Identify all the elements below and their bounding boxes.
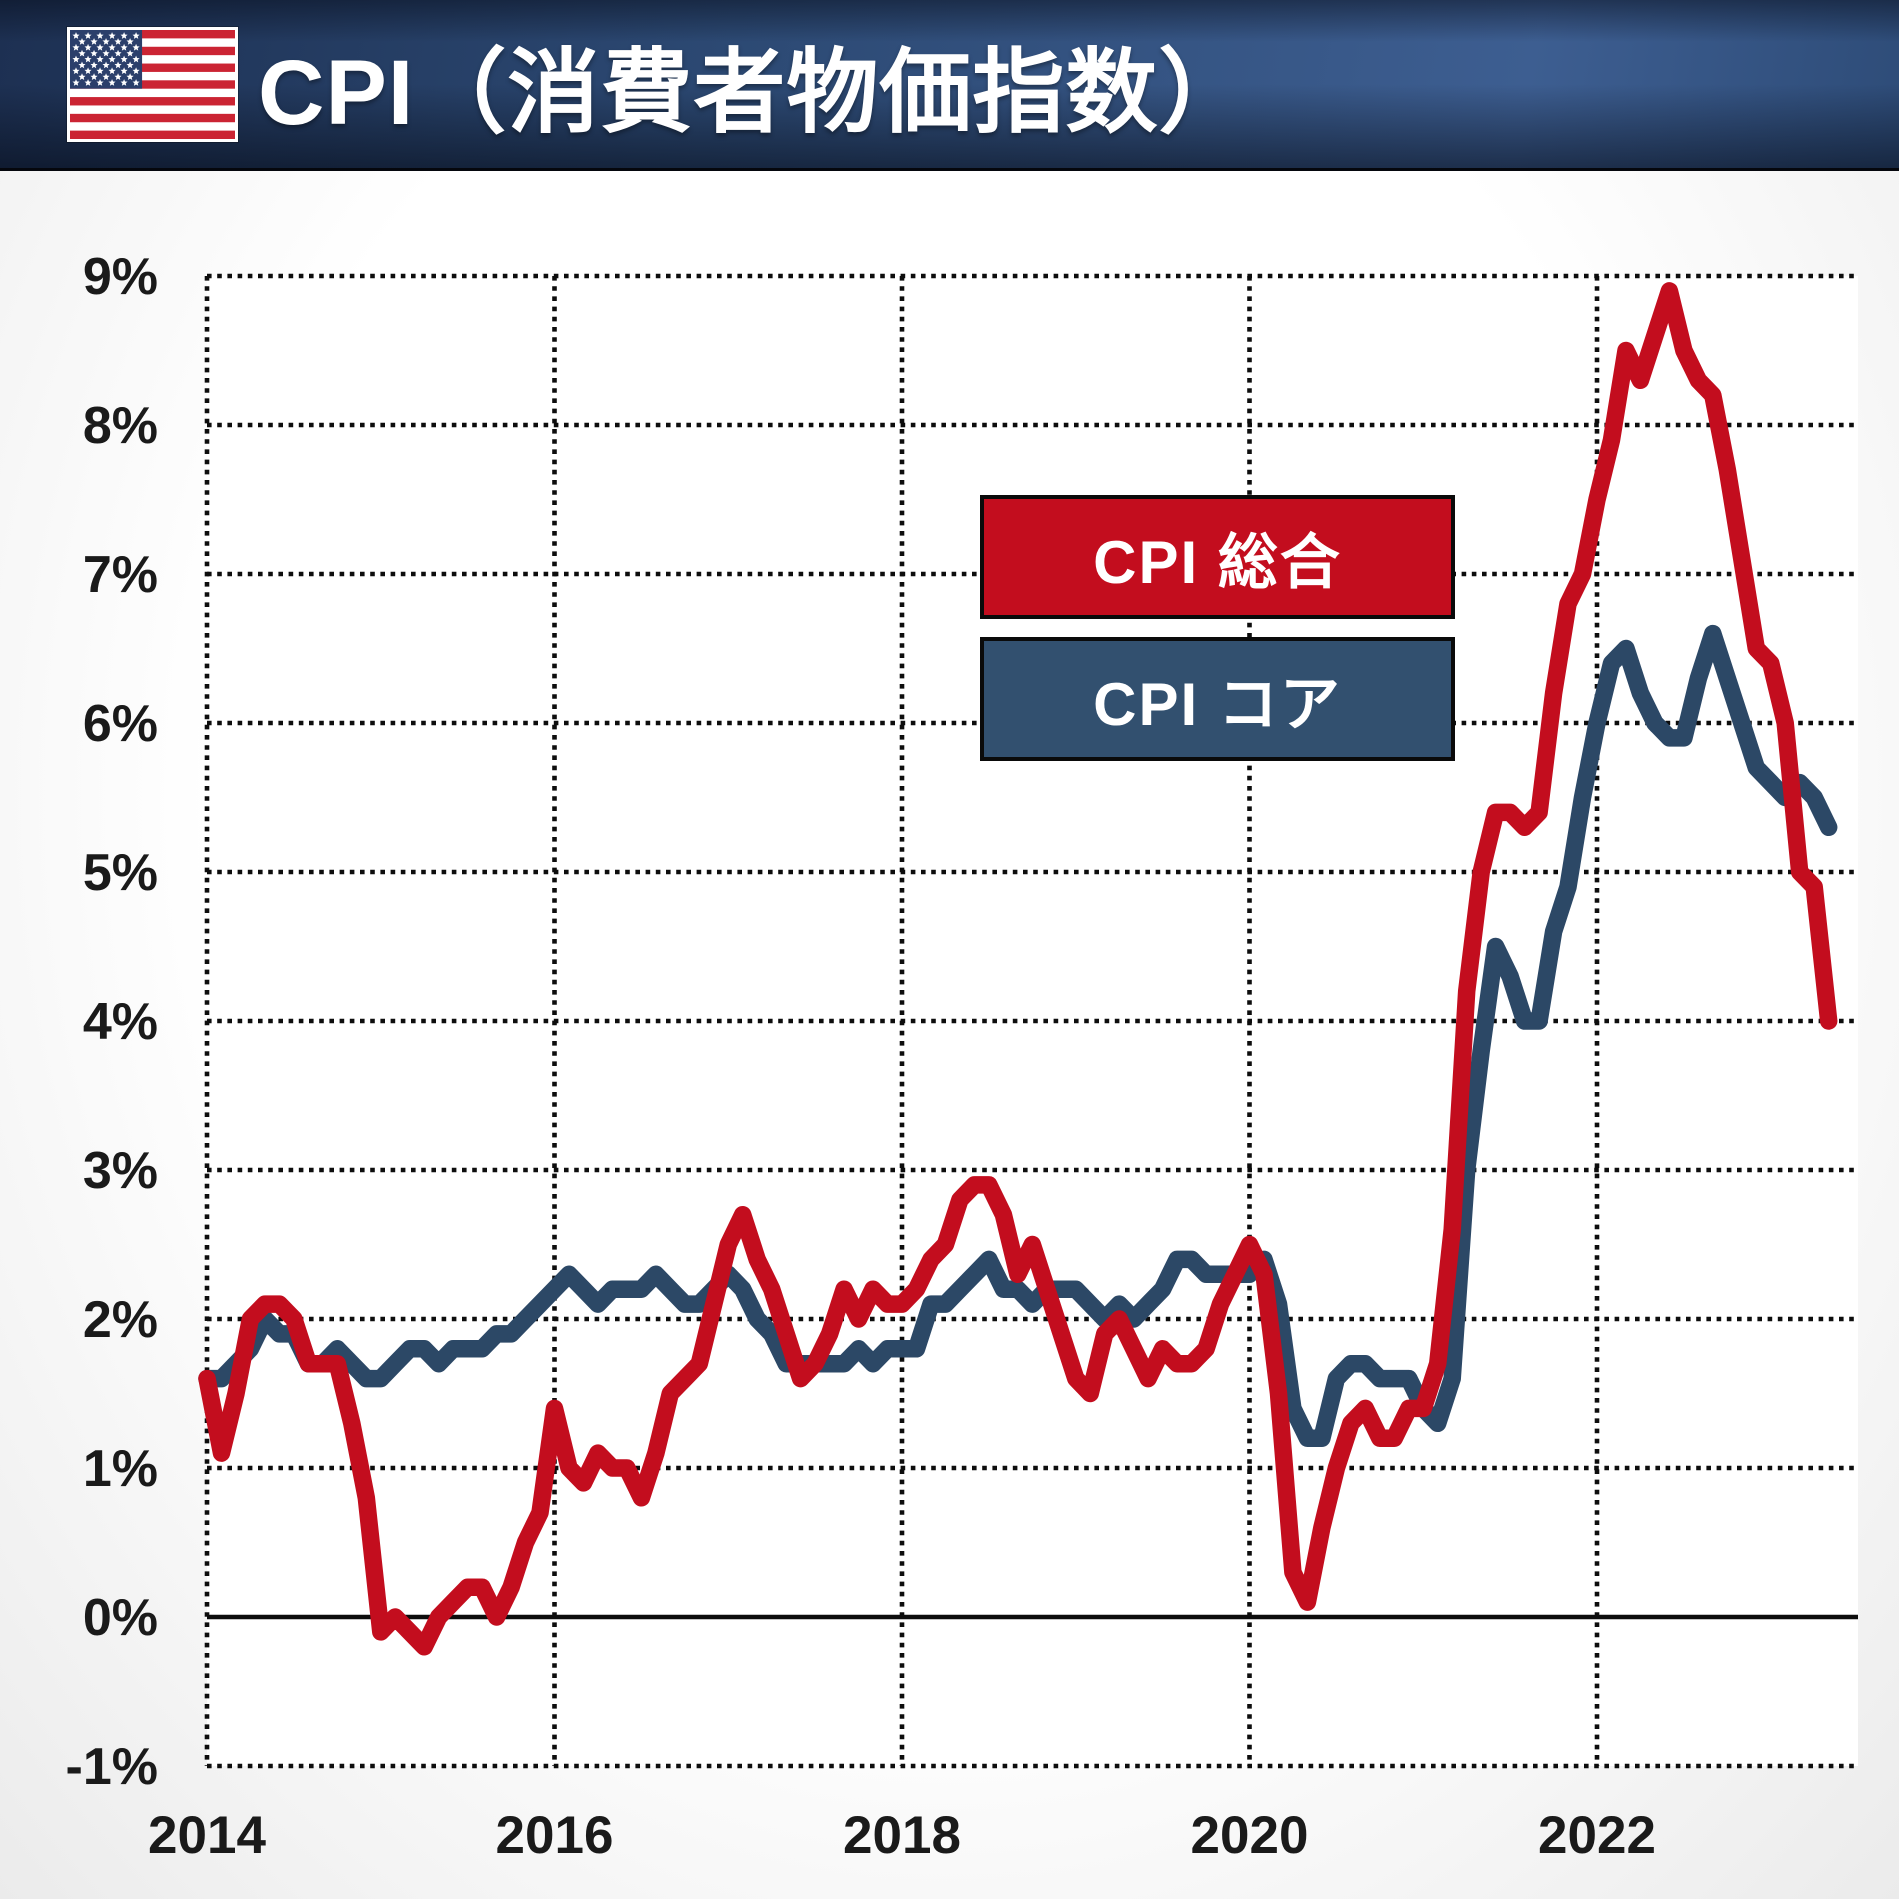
flag-star (102, 61, 110, 69)
flag-star (90, 38, 98, 45)
flag-star (126, 61, 134, 69)
flag-stripe (70, 63, 235, 73)
legend-item-cpi-core: CPI コア (980, 637, 1455, 761)
flag-star (78, 49, 86, 57)
y-tick-label: 4% (83, 993, 158, 1051)
flag-star (78, 73, 86, 80)
flag-star (108, 79, 116, 86)
flag-star (72, 79, 80, 86)
flag-star (72, 32, 80, 39)
flag-stripe (70, 130, 235, 139)
flag-star (126, 73, 134, 80)
flag-star (84, 43, 92, 51)
x-tick-label: 2014 (148, 1806, 266, 1865)
y-tick-label: 7% (83, 546, 158, 604)
flag-stripe (70, 113, 235, 123)
flag-star (96, 43, 104, 51)
cpi-core-line (198, 624, 1838, 1447)
flag-star (120, 67, 128, 75)
flag-star (126, 49, 134, 57)
flag-star (114, 73, 122, 80)
flag-star (120, 32, 128, 39)
flag-star (72, 43, 80, 51)
flag-star (114, 61, 122, 69)
flag-star (96, 79, 104, 86)
flag-star (84, 67, 92, 75)
flag-star (102, 38, 110, 45)
flag-stripe (70, 88, 235, 98)
flag-star (84, 55, 92, 63)
flag-star (90, 73, 98, 80)
y-tick-label: 0% (83, 1589, 158, 1647)
flag-star (102, 73, 110, 80)
flag-star (114, 38, 122, 45)
legend-label-cpi-core: CPI コア (1093, 670, 1342, 738)
y-tick-label: 6% (83, 695, 158, 753)
x-tick-label: 2016 (496, 1806, 614, 1865)
y-tick-label: -1% (66, 1738, 158, 1796)
flag-stripe (70, 97, 235, 106)
page-title: CPI（消費者物価指数） (258, 41, 1252, 144)
flag-stripe (70, 55, 235, 64)
flag-star (132, 32, 140, 39)
flag-star (114, 49, 122, 57)
flag-star (96, 55, 104, 63)
flag-star (84, 32, 92, 39)
y-tick-label: 9% (83, 248, 158, 306)
legend-item-cpi-headline: CPI 総合 (980, 495, 1455, 619)
flag-star (108, 32, 116, 39)
flag-star (78, 38, 86, 45)
x-tick-label: 2020 (1191, 1806, 1309, 1865)
flag-stripe (70, 80, 235, 90)
y-tick-label: 3% (83, 1142, 158, 1200)
flag-star (120, 79, 128, 86)
flag-star (72, 55, 80, 63)
flag-stripe (70, 122, 235, 131)
x-tick-label: 2022 (1538, 1806, 1656, 1865)
y-tick-label: 8% (83, 397, 158, 455)
header-bar: CPI（消費者物価指数） (0, 0, 1899, 171)
us-flag-svg (70, 30, 235, 139)
flag-stripe (70, 38, 235, 48)
flag-star (108, 67, 116, 75)
flag-stripe (70, 30, 235, 39)
flag-star (120, 43, 128, 51)
y-tick-label: 1% (83, 1440, 158, 1498)
flag-star (90, 61, 98, 69)
legend-label-cpi-headline: CPI 総合 (1093, 528, 1342, 596)
cpi-headline-line (198, 282, 1838, 1656)
flag-star (96, 67, 104, 75)
flag-star (78, 61, 86, 69)
flag-stripe (70, 71, 235, 81)
flag-star (84, 79, 92, 86)
y-tick-label: 5% (83, 844, 158, 902)
flag-star (132, 79, 140, 86)
flag-star (108, 55, 116, 63)
flag-star (120, 55, 128, 63)
flag-star (126, 38, 134, 45)
flag-star (132, 67, 140, 75)
flag-star (108, 43, 116, 51)
flag-star (132, 43, 140, 51)
flag-star (102, 49, 110, 57)
flag-stripe (70, 105, 235, 115)
us-flag-icon (67, 27, 238, 142)
flag-stripe (70, 46, 235, 56)
flag-star (90, 49, 98, 57)
flag-star (132, 55, 140, 63)
flag-star (96, 32, 104, 39)
x-tick-label: 2018 (843, 1806, 961, 1865)
y-tick-label: 2% (83, 1291, 158, 1349)
flag-star (72, 67, 80, 75)
